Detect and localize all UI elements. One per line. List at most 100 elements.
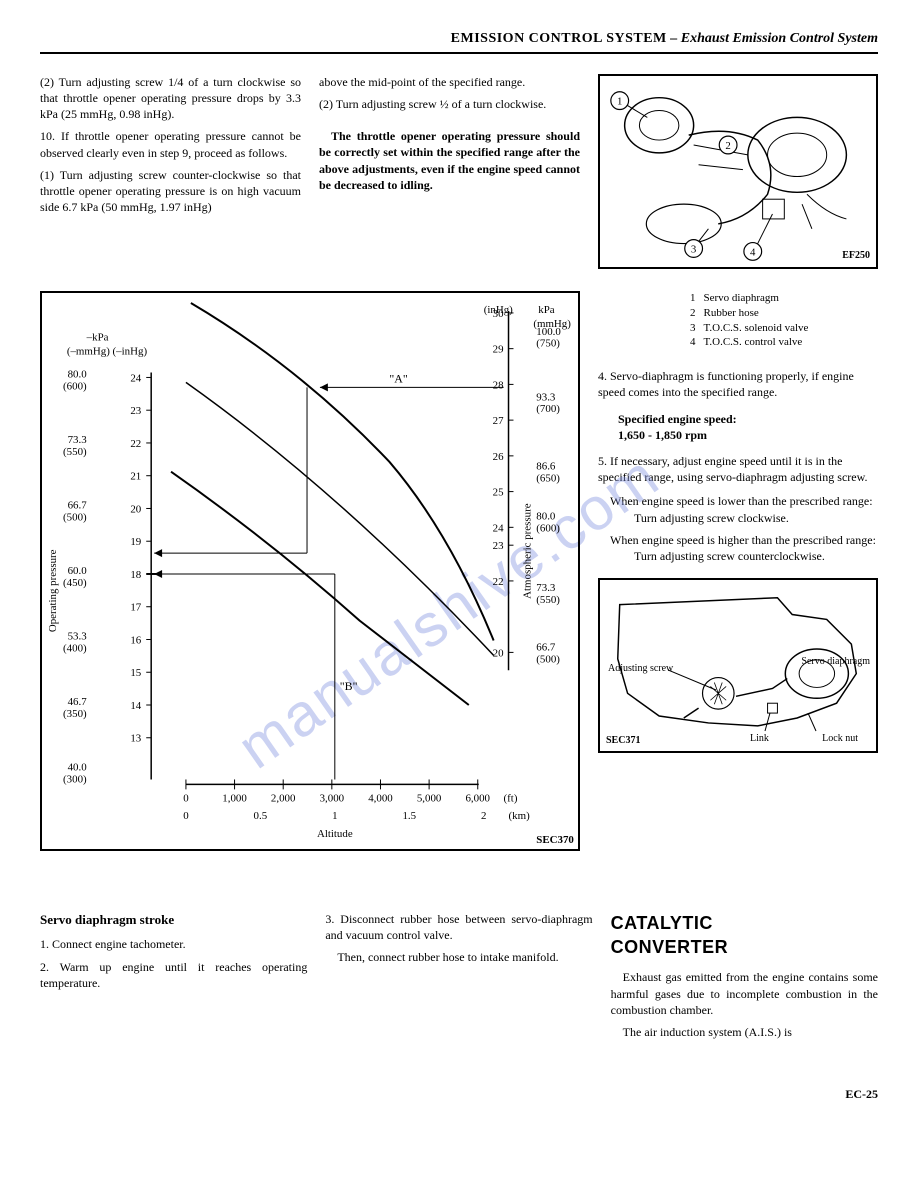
- svg-text:(–mmHg) (–inHg): (–mmHg) (–inHg): [67, 346, 148, 358]
- chart-label: SEC370: [536, 834, 574, 846]
- adj-2: When engine speed is higher than the pre…: [610, 532, 878, 548]
- svg-text:Altitude: Altitude: [317, 828, 353, 840]
- spec-label: Specified engine speed:: [618, 411, 878, 427]
- para-c2-3: The throttle opener operating pressure s…: [319, 128, 580, 193]
- svg-text:(300): (300): [63, 773, 87, 785]
- page-header: EMISSION CONTROL SYSTEM – Exhaust Emissi…: [40, 30, 878, 54]
- chart-row: manualshive.com Operating pressure Atmos…: [40, 291, 878, 851]
- svg-text:(650): (650): [536, 473, 560, 485]
- svg-text:17: 17: [130, 602, 141, 614]
- svg-text:23: 23: [493, 540, 504, 552]
- svg-text:22: 22: [493, 576, 504, 588]
- svg-text:(450): (450): [63, 577, 87, 589]
- figure-ef250: 1 2 3 4 EF250: [598, 74, 878, 269]
- fig1-legend: 1 Servo diaphragm 2 Rubber hose 3 T.O.C.S. …: [598, 291, 878, 350]
- svg-text:4: 4: [750, 246, 756, 258]
- svg-text:3: 3: [691, 243, 696, 255]
- callout-lock: Lock nut: [822, 732, 858, 746]
- legend-num-1: 1: [690, 291, 696, 306]
- svg-text:23: 23: [130, 405, 141, 417]
- para-c2-1: above the mid-point of the specified ran…: [319, 74, 580, 90]
- svg-text:66.7: 66.7: [536, 641, 556, 653]
- para-side-4: 4. Servo-diaphragm is functioning proper…: [598, 368, 878, 400]
- svg-text:25: 25: [493, 486, 504, 498]
- svg-text:80.0: 80.0: [536, 510, 556, 522]
- svg-text:kPa: kPa: [538, 304, 555, 316]
- para-c1-1: (2) Turn adjusting screw 1/4 of a turn c…: [40, 74, 301, 123]
- figure-ef250-svg: 1 2 3 4: [600, 76, 876, 268]
- spec-block: Specified engine speed: 1,650 - 1,850 rp…: [618, 411, 878, 443]
- svg-text:73.3: 73.3: [536, 582, 556, 594]
- svg-text:(700): (700): [536, 403, 560, 415]
- adj-2-sub: Turn adjusting screw counterclockwise.: [634, 548, 878, 564]
- svg-text:27: 27: [493, 415, 504, 427]
- svg-text:15: 15: [130, 667, 141, 679]
- svg-text:40.0: 40.0: [68, 761, 88, 773]
- right-ticks: 30 100.0(750)29 28 93.3(700)27 26 86.6(6…: [493, 308, 562, 665]
- servo-title: Servo diaphragm stroke: [40, 911, 307, 929]
- svg-text:0: 0: [183, 792, 189, 804]
- spec-value: 1,650 - 1,850 rpm: [618, 427, 878, 443]
- adj-block: When engine speed is lower than the pres…: [610, 493, 878, 564]
- svg-text:1: 1: [332, 810, 337, 822]
- page-number: EC-25: [40, 1086, 878, 1102]
- fig-label-sec371: SEC371: [606, 734, 640, 748]
- callout-adj-screw: Adjusting screw: [608, 662, 673, 676]
- svg-text:66.7: 66.7: [68, 499, 88, 511]
- svg-text:29: 29: [493, 344, 504, 356]
- svg-text:(550): (550): [536, 594, 560, 606]
- svg-text:26: 26: [493, 451, 504, 463]
- svg-text:24: 24: [493, 522, 504, 534]
- chart-container: manualshive.com Operating pressure Atmos…: [40, 291, 580, 851]
- svg-text:1,000: 1,000: [222, 792, 247, 804]
- legend-txt-2: Rubber hose: [704, 306, 759, 321]
- header-title: EMISSION CONTROL SYSTEM: [451, 31, 667, 46]
- para-c1-3: (1) Turn adjusting screw counter-clockwi…: [40, 167, 301, 216]
- svg-text:19: 19: [130, 536, 141, 548]
- bottom-col-3: CATALYTICCONVERTER Exhaust gas emitted f…: [611, 911, 878, 1046]
- svg-text:0: 0: [183, 810, 189, 822]
- svg-text:46.7: 46.7: [68, 696, 88, 708]
- svg-text:22: 22: [130, 438, 141, 450]
- col-right: 1 2 3 4 EF250: [598, 74, 878, 279]
- atm-line: [186, 382, 494, 655]
- svg-text:(750): (750): [536, 338, 560, 350]
- svg-text:5,000: 5,000: [417, 792, 442, 804]
- svg-text:20: 20: [493, 647, 504, 659]
- col-mid: above the mid-point of the specified ran…: [319, 74, 580, 279]
- svg-text:0.5: 0.5: [254, 810, 268, 822]
- svg-text:2: 2: [725, 140, 730, 152]
- svg-text:(350): (350): [63, 708, 87, 720]
- svg-text:24: 24: [130, 372, 141, 384]
- legend-num-2: 2: [690, 306, 696, 321]
- x-ticks: 0 1,000 2,000 3,000 4,000 5,000 6,000 (f…: [183, 779, 530, 840]
- svg-text:21: 21: [130, 471, 141, 483]
- svg-text:14: 14: [130, 700, 141, 712]
- col-left: (2) Turn adjusting screw 1/4 of a turn c…: [40, 74, 301, 279]
- svg-text:(500): (500): [536, 653, 560, 665]
- para-b6: The air induction system (A.I.S.) is: [611, 1024, 878, 1040]
- svg-text:(400): (400): [63, 642, 87, 654]
- curve-b-label: "B": [340, 679, 358, 693]
- svg-text:16: 16: [130, 634, 141, 646]
- legend-txt-1: Servo diaphragm: [704, 291, 779, 306]
- callout-servo: Servo diaphragm: [801, 655, 870, 669]
- curve-a-line: [191, 303, 494, 640]
- svg-text:18: 18: [130, 569, 141, 581]
- bottom-col-2: 3. Disconnect rubber hose between servo-…: [325, 911, 592, 1046]
- para-b1: 1. Connect engine tachometer.: [40, 936, 307, 952]
- legend-txt-3: T.O.C.S. solenoid valve: [704, 321, 809, 336]
- chart-svg: Operating pressure Atmospheric pressure …: [42, 293, 578, 849]
- bottom-col-1: Servo diaphragm stroke 1. Connect engine…: [40, 911, 307, 1046]
- svg-text:(550): (550): [63, 446, 87, 458]
- curve-a-label: "A": [389, 371, 407, 385]
- svg-text:(500): (500): [63, 511, 87, 523]
- legend-num-3: 3: [690, 321, 696, 336]
- svg-text:4,000: 4,000: [368, 792, 393, 804]
- figure-sec371: Adjusting screw Servo diaphragm Link Loc…: [598, 578, 878, 753]
- left-ticks: 80.0(600)24 23 73.3(550)22 21 66.7(500)2…: [63, 368, 156, 785]
- legend-txt-4: T.O.C.S. control valve: [704, 335, 803, 350]
- svg-text:1: 1: [617, 95, 622, 107]
- svg-text:80.0: 80.0: [68, 368, 88, 380]
- svg-text:(km): (km): [509, 810, 531, 822]
